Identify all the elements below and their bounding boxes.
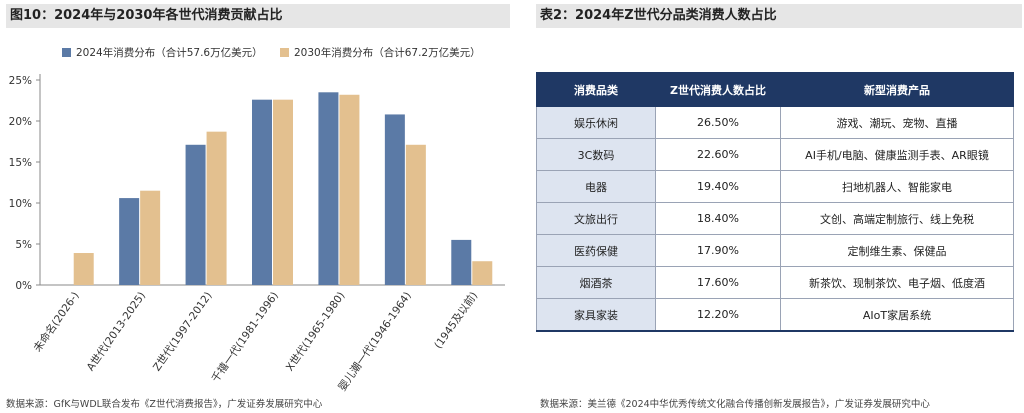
table-row: 娱乐休闲 26.50% 游戏、潮玩、宠物、直播 — [536, 106, 1014, 139]
category-cell: 娱乐休闲 — [536, 106, 656, 139]
y-tick-label: 15% — [9, 157, 32, 169]
table-row: 家具家装 12.20% AIoT家居系统 — [536, 298, 1014, 332]
category-cell: 3C数码 — [536, 138, 656, 171]
share-cell: 18.40% — [655, 202, 781, 235]
y-tick-label: 5% — [15, 239, 32, 251]
category-cell: 文旅出行 — [536, 202, 656, 235]
table-row: 文旅出行 18.40% 文创、高端定制旅行、线上免税 — [536, 202, 1014, 235]
bar-2024 — [384, 114, 405, 285]
share-cell: 17.90% — [655, 234, 781, 267]
legend-swatch — [280, 48, 289, 57]
y-tick-label: 25% — [9, 75, 32, 87]
bar-2030 — [206, 131, 227, 285]
x-tick-label: 婴儿潮一代(1946-1964) — [336, 289, 414, 393]
legend-label: 2024年消费分布（合计57.6万亿美元） — [76, 46, 263, 59]
category-cell: 家具家装 — [536, 298, 656, 332]
bar-2030 — [273, 99, 293, 286]
share-cell: 12.20% — [655, 298, 781, 332]
x-tick-label: X世代(1965-1980) — [284, 290, 348, 374]
table-header-row: 消费品类 Z世代消费人数占比 新型消费产品 — [536, 72, 1014, 107]
x-tick-label: 未命名(2026-) — [31, 289, 82, 354]
bar-2030 — [73, 253, 94, 285]
category-cell: 烟酒茶 — [536, 266, 656, 299]
bar-2024 — [252, 99, 272, 286]
products-cell: 新茶饮、现制茶饮、电子烟、低度酒 — [780, 266, 1014, 299]
legend-swatch — [62, 48, 71, 57]
x-tick-label: 千禧一代(1981-1996) — [209, 289, 281, 384]
right-source-note: 数据来源：美兰德《2024中华优秀传统文化融合传播创新发展报告》，广发证券发展研… — [540, 399, 930, 410]
products-cell: 扫地机器人、智能家电 — [780, 170, 1014, 203]
x-tick-label: Z世代(1997-2012) — [151, 290, 215, 374]
bar-2024 — [185, 144, 206, 285]
products-cell: 文创、高端定制旅行、线上免税 — [780, 202, 1014, 235]
bar-2030 — [405, 144, 426, 285]
right-panel-title: 表2：2024年Z世代分品类消费人数占比 — [536, 4, 1022, 28]
bar-2030 — [140, 190, 161, 285]
bar-2024 — [318, 92, 339, 285]
products-cell: AIoT家居系统 — [780, 298, 1014, 332]
products-cell: 定制维生素、保健品 — [780, 234, 1014, 267]
y-tick-label: 20% — [9, 116, 32, 128]
y-tick-label: 0% — [15, 280, 32, 292]
table-row: 烟酒茶 17.60% 新茶饮、现制茶饮、电子烟、低度酒 — [536, 266, 1014, 299]
category-cell: 电器 — [536, 170, 656, 203]
share-cell: 26.50% — [655, 106, 781, 139]
bar-2024 — [451, 239, 472, 285]
consumption-bar-chart: 2024年消费分布（合计57.6万亿美元） 2030年消费分布（合计67.2万亿美… — [9, 46, 505, 393]
category-cell: 医药保健 — [536, 234, 656, 267]
share-cell: 22.60% — [655, 138, 781, 171]
bar-2024 — [119, 198, 140, 285]
bar-2030 — [472, 261, 493, 285]
left-source-note: 数据来源：GfK与WDL联合发布《Z世代消费报告》，广发证券发展研究中心 — [6, 399, 323, 410]
x-tick-label: (1945及以前) — [431, 289, 480, 351]
table-row: 医药保健 17.90% 定制维生素、保健品 — [536, 234, 1014, 267]
y-tick-label: 10% — [9, 198, 32, 210]
table-row: 电器 19.40% 扫地机器人、智能家电 — [536, 170, 1014, 203]
category-table: 消费品类 Z世代消费人数占比 新型消费产品 娱乐休闲 26.50% 游戏、潮玩、… — [536, 72, 1014, 332]
table-row: 3C数码 22.60% AI手机/电脑、健康监测手表、AR眼镜 — [536, 138, 1014, 171]
bar-2030 — [339, 94, 360, 285]
share-cell: 19.40% — [655, 170, 781, 203]
header-share: Z世代消费人数占比 — [655, 72, 781, 107]
products-cell: AI手机/电脑、健康监测手表、AR眼镜 — [780, 138, 1014, 171]
legend-label: 2030年消费分布（合计67.2万亿美元） — [294, 46, 481, 59]
header-category: 消费品类 — [536, 72, 656, 107]
header-products: 新型消费产品 — [780, 72, 1014, 107]
products-cell: 游戏、潮玩、宠物、直播 — [780, 106, 1014, 139]
share-cell: 17.60% — [655, 266, 781, 299]
x-tick-label: A世代(2013-2025) — [85, 290, 149, 374]
left-panel-title: 图10：2024年与2030年各世代消费贡献占比 — [6, 4, 510, 28]
